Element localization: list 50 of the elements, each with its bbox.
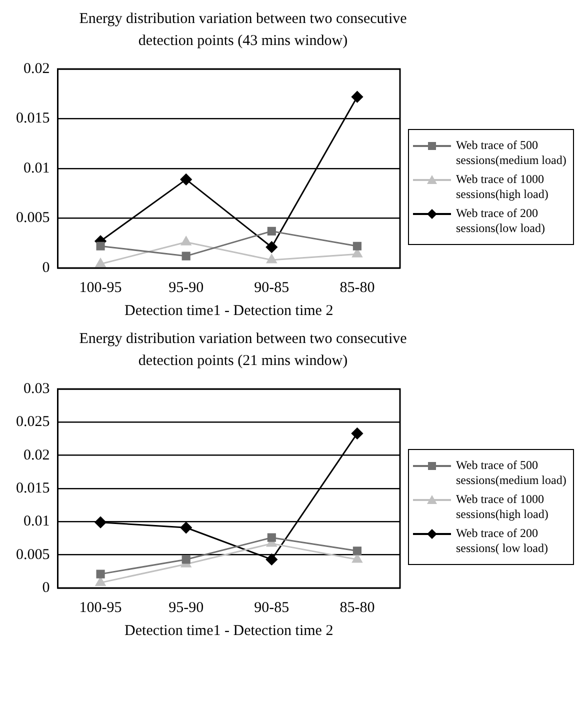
point (180, 522, 192, 534)
y-tick-label: 0.025 (16, 414, 50, 430)
y-tick-label: 0.015 (16, 480, 50, 496)
x-axis-title: Detection time1 - Detection time 2 (124, 622, 334, 639)
x-axis-title: Detection time1 - Detection time 2 (124, 302, 334, 319)
x-tick-label: 85-80 (340, 280, 375, 296)
point (352, 242, 362, 250)
x-tick-label: 90-85 (254, 280, 290, 296)
point (182, 252, 190, 260)
point (352, 554, 362, 563)
point (181, 236, 192, 246)
chart-title: Energy distribution variation between two consecutive detection points (43 mins window) (78, 10, 408, 51)
point (266, 254, 277, 264)
chart-title: Energy distribution variation between two consecutive detection points (21 mins window) (78, 330, 408, 371)
point (182, 555, 190, 564)
point (266, 554, 278, 566)
x-tick-label: 95-90 (168, 280, 204, 296)
point (96, 570, 105, 578)
x-tick-label: 90-85 (254, 600, 290, 616)
legend-label: Web trace of 200 sessions( low load) (456, 526, 549, 556)
y-tick-label: 0.005 (16, 210, 50, 226)
point (95, 258, 106, 268)
point (267, 533, 276, 542)
point (94, 516, 106, 528)
legend-label: Web trace of 1000 sessions(high load) (456, 492, 550, 522)
y-tick-label: 0.015 (16, 110, 50, 127)
y-tick-label: 0.01 (24, 514, 50, 530)
x-tick-label: 95-90 (168, 600, 204, 616)
y-tick-label: 0.02 (24, 60, 50, 77)
point (96, 242, 105, 250)
x-tick-label: 85-80 (340, 600, 375, 616)
y-tick-label: 0.03 (24, 380, 50, 397)
point (266, 241, 278, 253)
legend-label: Web trace of 500 sessions(medium load) (456, 138, 568, 168)
legend-label: Web trace of 1000 sessions(high load) (456, 172, 550, 202)
y-tick-label: 0.02 (24, 447, 50, 464)
point (95, 576, 106, 586)
point (351, 91, 363, 103)
y-tick-label: 0 (42, 580, 50, 596)
point (351, 428, 363, 440)
legend-label: Web trace of 500 sessions(medium load) (456, 458, 568, 488)
point (267, 226, 276, 236)
x-tick-label: 100-95 (79, 600, 122, 616)
y-tick-label: 0.005 (16, 546, 50, 563)
point (180, 174, 192, 186)
x-tick-label: 100-95 (79, 280, 122, 296)
legend-label: Web trace of 200 sessions(low load) (456, 206, 546, 236)
point (352, 546, 362, 556)
y-tick-label: 0 (42, 260, 50, 276)
y-tick-label: 0.01 (24, 160, 50, 176)
